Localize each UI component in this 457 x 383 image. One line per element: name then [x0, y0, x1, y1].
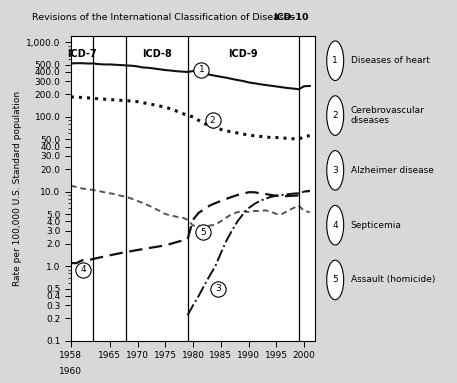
Circle shape [327, 205, 344, 245]
Text: Cerebrovascular diseases: Cerebrovascular diseases [351, 106, 425, 125]
Text: 1: 1 [332, 56, 338, 65]
Text: Septicemia: Septicemia [351, 221, 402, 230]
Text: Diseases of heart: Diseases of heart [351, 56, 430, 65]
Text: 2: 2 [210, 116, 215, 125]
Text: 5: 5 [332, 275, 338, 285]
Text: 1: 1 [198, 65, 204, 74]
Circle shape [327, 96, 344, 135]
Text: Assault (homicide): Assault (homicide) [351, 275, 435, 285]
Y-axis label: Rate per 100,000 U.S. Standard population: Rate per 100,000 U.S. Standard populatio… [13, 91, 22, 286]
Text: 3: 3 [332, 166, 338, 175]
Text: 3: 3 [215, 284, 221, 293]
Text: 5: 5 [200, 228, 206, 237]
Circle shape [327, 260, 344, 300]
Text: ICD-9: ICD-9 [228, 49, 258, 59]
Text: ICD-7: ICD-7 [67, 49, 97, 59]
Text: ICD-10: ICD-10 [273, 13, 308, 22]
Circle shape [327, 151, 344, 190]
Text: Revisions of the International Classification of Diseases: Revisions of the International Classific… [32, 13, 295, 22]
Text: 4: 4 [80, 265, 86, 274]
Text: ICD-8: ICD-8 [142, 49, 172, 59]
Text: 1960: 1960 [59, 367, 82, 376]
Text: Alzheimer disease: Alzheimer disease [351, 166, 434, 175]
Text: 4: 4 [332, 221, 338, 230]
Circle shape [327, 41, 344, 80]
Text: 2: 2 [332, 111, 338, 120]
